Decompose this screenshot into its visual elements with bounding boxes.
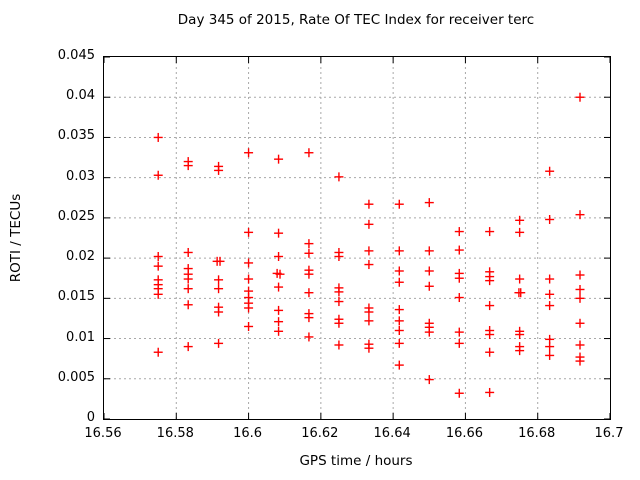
- x-tick-label: 16.66: [445, 426, 484, 441]
- y-tick-label: 0.03: [66, 168, 95, 184]
- scatter-plot-canvas: [104, 57, 610, 419]
- y-tick-label: 0.035: [57, 128, 95, 144]
- y-tick-label: 0: [86, 410, 95, 425]
- y-tick-label: 0.04: [66, 88, 95, 104]
- y-tick-label: 0.01: [66, 329, 95, 345]
- x-tick-label: 16.68: [518, 426, 556, 441]
- y-tick-label: 0.02: [66, 249, 95, 265]
- x-tick-label: 16.56: [84, 426, 122, 441]
- y-tick-label: 0.045: [57, 48, 95, 63]
- y-tick-label: 0.005: [57, 369, 95, 385]
- x-tick-label: 16.64: [373, 426, 411, 441]
- y-tick-label: 0.025: [57, 208, 95, 224]
- x-tick-label: 16.58: [156, 426, 194, 441]
- y-tick-label: 0.015: [57, 289, 95, 305]
- chart-title: Day 345 of 2015, Rate Of TEC Index for r…: [177, 12, 535, 28]
- x-tick-label: 16.62: [301, 426, 339, 441]
- plot-area: [103, 56, 611, 420]
- x-tick-label: 16.7: [594, 426, 624, 441]
- y-axis-label: ROTI / TECUs: [8, 193, 24, 283]
- x-tick-label: 16.6: [233, 426, 263, 441]
- x-axis-label: GPS time / hours: [299, 453, 413, 469]
